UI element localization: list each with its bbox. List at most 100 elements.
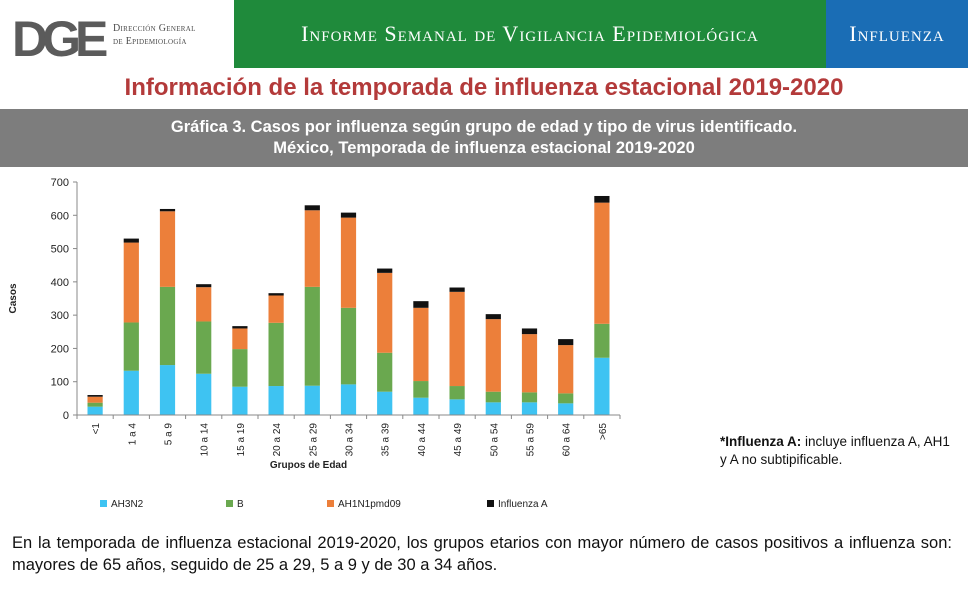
bar-influenza-a xyxy=(413,301,429,308)
x-axis-title: Grupos de Edad xyxy=(270,460,347,471)
bar-b xyxy=(196,321,212,374)
bar-ah3n2 xyxy=(304,385,320,415)
bar-ah1n1pmd09 xyxy=(413,307,429,382)
bar-influenza-a xyxy=(449,287,465,292)
bar-b xyxy=(232,349,248,387)
bar-ah1n1pmd09 xyxy=(123,242,139,323)
bar-influenza-a xyxy=(232,326,248,329)
bar-ah1n1pmd09 xyxy=(594,202,610,324)
legend-swatch xyxy=(100,500,107,507)
x-tick-label: 55 a 59 xyxy=(526,423,537,457)
summary-paragraph: En la temporada de influenza estacional … xyxy=(12,534,952,574)
chart-heading: Gráfica 3. Casos por influenza según gru… xyxy=(0,109,968,167)
dge-logo-line1: Dirección General xyxy=(113,23,196,34)
footnote-text: incluye influenza A, AH1 y A no subtipif… xyxy=(720,434,950,467)
bar-b xyxy=(485,391,501,403)
bar-ah3n2 xyxy=(594,357,610,415)
bar-b xyxy=(159,286,176,366)
y-tick-label: 100 xyxy=(51,377,69,389)
x-tick-label: 5 a 9 xyxy=(164,423,175,446)
bar-influenza-a xyxy=(521,328,538,335)
chart-heading-line2: México, Temporada de influenza estaciona… xyxy=(273,139,695,157)
x-tick-label: 15 a 19 xyxy=(236,423,247,457)
bar-ah3n2 xyxy=(196,373,212,415)
dge-logo-line2: de Epidemiología xyxy=(113,36,187,47)
bar-ah1n1pmd09 xyxy=(485,319,501,392)
bar-ah3n2 xyxy=(159,365,176,415)
report-header: DGE Dirección General de Epidemiología I… xyxy=(0,0,968,68)
dge-logo: DGE Dirección General de Epidemiología xyxy=(0,0,234,68)
y-tick-label: 0 xyxy=(63,410,69,422)
bar-ah1n1pmd09 xyxy=(196,287,212,322)
bar-influenza-a xyxy=(159,208,176,212)
legend-label: B xyxy=(237,499,244,510)
bar-b xyxy=(87,402,103,407)
legend-label: AH1N1pmd09 xyxy=(338,499,401,510)
bar-ah3n2 xyxy=(340,384,357,415)
bar-influenza-a xyxy=(340,212,357,218)
legend-label: AH3N2 xyxy=(111,499,144,510)
bar-ah3n2 xyxy=(123,370,139,415)
bar-b xyxy=(340,307,357,385)
bar-ah1n1pmd09 xyxy=(340,217,357,308)
bar-ah1n1pmd09 xyxy=(159,211,176,287)
x-tick-label: 35 a 39 xyxy=(381,423,392,457)
bar-ah1n1pmd09 xyxy=(449,291,465,387)
y-tick-label: 500 xyxy=(51,244,69,256)
dge-logo-letters: DGE xyxy=(12,11,113,67)
bar-ah1n1pmd09 xyxy=(521,334,538,393)
x-tick-label: 50 a 54 xyxy=(489,423,500,457)
bar-b xyxy=(413,381,429,398)
bar-ah3n2 xyxy=(413,397,429,415)
bar-b xyxy=(558,393,574,404)
bar-influenza-a xyxy=(558,339,574,346)
bar-b xyxy=(304,286,320,386)
chart-heading-line1: Gráfica 3. Casos por influenza según gru… xyxy=(170,118,798,136)
bar-ah1n1pmd09 xyxy=(558,345,574,394)
x-tick-label: 1 a 4 xyxy=(127,423,138,446)
bar-ah3n2 xyxy=(485,402,501,415)
bar-ah1n1pmd09 xyxy=(232,328,248,350)
bar-influenza-a xyxy=(123,238,139,243)
legend-swatch xyxy=(226,500,233,507)
bar-influenza-a xyxy=(196,284,212,288)
bar-b xyxy=(268,322,284,387)
x-tick-label: 40 a 44 xyxy=(417,423,428,457)
bar-b xyxy=(123,322,139,371)
x-tick-label: 20 a 24 xyxy=(272,423,283,457)
legend-label: Influenza A xyxy=(498,499,548,510)
x-tick-label: 60 a 64 xyxy=(562,423,573,457)
bar-b xyxy=(521,392,538,403)
x-tick-label: >65 xyxy=(598,423,609,440)
bar-ah1n1pmd09 xyxy=(87,396,103,403)
bar-ah3n2 xyxy=(268,386,284,415)
bar-influenza-a xyxy=(377,268,393,273)
y-tick-label: 400 xyxy=(51,277,69,289)
y-tick-label: 200 xyxy=(51,343,69,355)
dge-logo-text: DGE xyxy=(12,11,107,64)
bar-b xyxy=(449,386,465,400)
section-title: Información de la temporada de influenza… xyxy=(124,74,844,101)
x-tick-label: <1 xyxy=(91,423,102,435)
dge-logo-caption: Dirección General de Epidemiología xyxy=(113,22,196,48)
bar-ah3n2 xyxy=(558,403,574,415)
bar-influenza-a xyxy=(268,293,284,296)
footnote-label: *Influenza A: xyxy=(720,434,802,449)
y-tick-label: 700 xyxy=(51,177,69,189)
dge-logo-mark: DGE xyxy=(12,6,113,67)
x-tick-label: 25 a 29 xyxy=(308,423,319,457)
bar-ah3n2 xyxy=(232,386,248,415)
y-tick-label: 600 xyxy=(51,210,69,222)
bar-b xyxy=(377,352,393,392)
y-axis-title: Casos xyxy=(8,283,19,313)
report-title-band: Informe Semanal de Vigilancia Epidemioló… xyxy=(234,0,826,68)
bar-b xyxy=(594,323,610,358)
bar-influenza-a xyxy=(87,395,103,397)
x-tick-label: 45 a 49 xyxy=(453,423,464,457)
bar-ah3n2 xyxy=(449,399,465,415)
x-tick-label: 30 a 34 xyxy=(345,423,356,457)
legend-swatch xyxy=(327,500,334,507)
bar-influenza-a xyxy=(304,205,320,211)
y-tick-label: 300 xyxy=(51,310,69,322)
bar-ah1n1pmd09 xyxy=(268,295,284,323)
